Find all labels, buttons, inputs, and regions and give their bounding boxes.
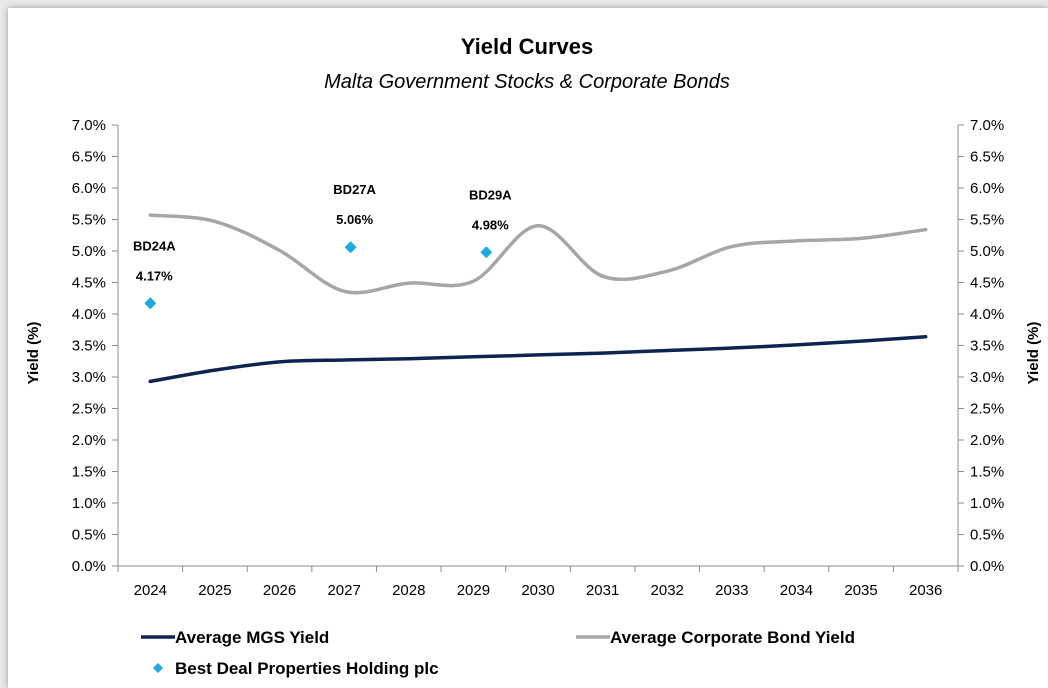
bond-marker-diamond <box>480 246 493 259</box>
legend-bdp-label: Best Deal Properties Holding plc <box>175 659 439 678</box>
chart-title: Yield Curves <box>461 34 593 59</box>
y-tick-label-left: 5.0% <box>72 243 106 260</box>
legend-corporate-label: Average Corporate Bond Yield <box>610 628 855 647</box>
y-tick-label-left: 0.0% <box>72 558 106 575</box>
yield-curves-chart: Yield Curves Malta Government Stocks & C… <box>25 34 1042 678</box>
x-tick-label: 2028 <box>392 582 425 599</box>
bond-code-label: BD27A <box>333 182 376 197</box>
y-tick-label-left: 0.5% <box>72 527 106 544</box>
y-tick-label-right: 0.5% <box>970 527 1004 544</box>
chart-frame: Yield Curves Malta Government Stocks & C… <box>8 8 1048 688</box>
y-tick-label-left: 1.5% <box>72 464 106 481</box>
y-tick-label-left: 2.5% <box>72 401 106 418</box>
y-tick-label-left: 6.5% <box>72 149 106 166</box>
bond-yield-label: 5.06% <box>336 212 373 227</box>
x-tick-label: 2032 <box>651 582 684 599</box>
y-tick-label-right: 2.0% <box>970 432 1004 449</box>
y-tick-label-right: 0.0% <box>970 558 1004 575</box>
y-tick-label-right: 1.5% <box>970 464 1004 481</box>
x-tick-label: 2033 <box>715 582 748 599</box>
x-tick-label: 2027 <box>327 582 360 599</box>
y-tick-label-right: 5.0% <box>970 243 1004 260</box>
y-axis-label-left: Yield (%) <box>25 322 42 385</box>
y-tick-label-left: 7.0% <box>72 117 106 134</box>
y-tick-label-right: 3.5% <box>970 338 1004 355</box>
legend-bdp-swatch <box>153 663 163 673</box>
x-tick-label: 2026 <box>263 582 296 599</box>
x-tick-label: 2031 <box>586 582 619 599</box>
y-tick-label-left: 5.5% <box>72 212 106 229</box>
y-tick-label-right: 2.5% <box>970 401 1004 418</box>
x-tick-label: 2034 <box>780 582 813 599</box>
y-tick-label-left: 4.5% <box>72 275 106 292</box>
x-tick-label: 2025 <box>198 582 231 599</box>
corporate-yield-line <box>148 213 928 295</box>
y-tick-label-left: 3.5% <box>72 338 106 355</box>
y-tick-label-right: 1.0% <box>970 495 1004 512</box>
bond-code-label: BD29A <box>469 187 512 202</box>
y-tick-label-right: 5.5% <box>970 212 1004 229</box>
y-tick-label-right: 4.5% <box>970 275 1004 292</box>
y-tick-label-left: 4.0% <box>72 306 106 323</box>
bond-marker-diamond <box>344 241 357 254</box>
chart-subtitle: Malta Government Stocks & Corporate Bond… <box>324 71 730 93</box>
y-axis-label-right: Yield (%) <box>1025 322 1042 385</box>
bond-yield-label: 4.17% <box>136 268 173 283</box>
x-tick-label: 2024 <box>134 582 167 599</box>
y-tick-label-left: 6.0% <box>72 180 106 197</box>
legend-mgs-label: Average MGS Yield <box>175 628 329 647</box>
y-tick-label-right: 6.5% <box>970 149 1004 166</box>
mgs-yield-line <box>148 334 928 384</box>
bond-marker-diamond <box>144 297 157 310</box>
y-tick-label-right: 4.0% <box>970 306 1004 323</box>
x-tick-label: 2036 <box>909 582 942 599</box>
bond-code-label: BD24A <box>133 238 176 253</box>
x-tick-label: 2030 <box>521 582 554 599</box>
x-tick-label: 2029 <box>457 582 490 599</box>
bond-yield-label: 4.98% <box>472 217 509 232</box>
y-tick-label-right: 7.0% <box>970 117 1004 134</box>
y-tick-label-left: 3.0% <box>72 369 106 386</box>
x-tick-label: 2035 <box>844 582 877 599</box>
y-tick-label-right: 6.0% <box>970 180 1004 197</box>
y-tick-label-left: 2.0% <box>72 432 106 449</box>
y-tick-label-left: 1.0% <box>72 495 106 512</box>
y-tick-label-right: 3.0% <box>970 369 1004 386</box>
